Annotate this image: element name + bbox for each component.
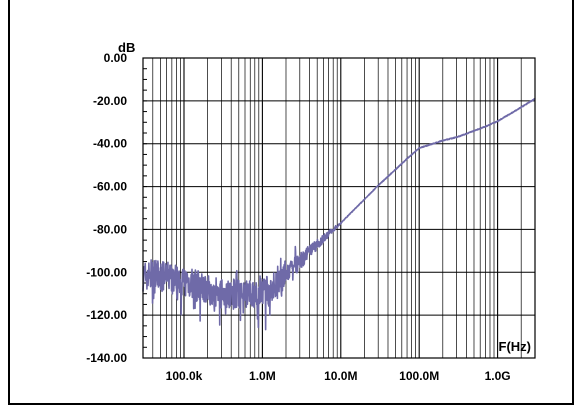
plot-area xyxy=(143,58,535,358)
y-axis-title: dB xyxy=(118,40,135,55)
x-tick-label: 1.0M xyxy=(249,369,276,383)
y-tick-label: -140.00 xyxy=(86,351,127,365)
x-tick-label: 100.0k xyxy=(166,369,203,383)
x-axis-title: F(Hz) xyxy=(499,339,532,354)
y-tick-labels: 0.00 -20.00 -40.00 -60.00 -80.00 -100.00 -120.… xyxy=(86,51,127,365)
x-tick-label: 1.0G xyxy=(485,369,511,383)
x-tick-labels: 100.0k 1.0M 10.0M 100.0M 1.0G xyxy=(166,369,511,383)
y-tick-label: -80.00 xyxy=(93,222,127,236)
y-tick-label: -120.00 xyxy=(86,308,127,322)
y-tick-label: -60.00 xyxy=(93,180,127,194)
x-tick-label: 100.0M xyxy=(399,369,439,383)
y-tick-label: 0.00 xyxy=(104,51,128,65)
series-line xyxy=(142,97,536,331)
chart-frame xyxy=(8,0,574,405)
series-layer xyxy=(142,97,536,331)
y-tick-label: -40.00 xyxy=(93,137,127,151)
x-tick-label: 10.0M xyxy=(324,369,357,383)
y-tick-label: -100.00 xyxy=(86,265,127,279)
y-tick-label: -20.00 xyxy=(93,94,127,108)
grid-minor xyxy=(142,58,536,358)
plot-border xyxy=(142,57,536,359)
